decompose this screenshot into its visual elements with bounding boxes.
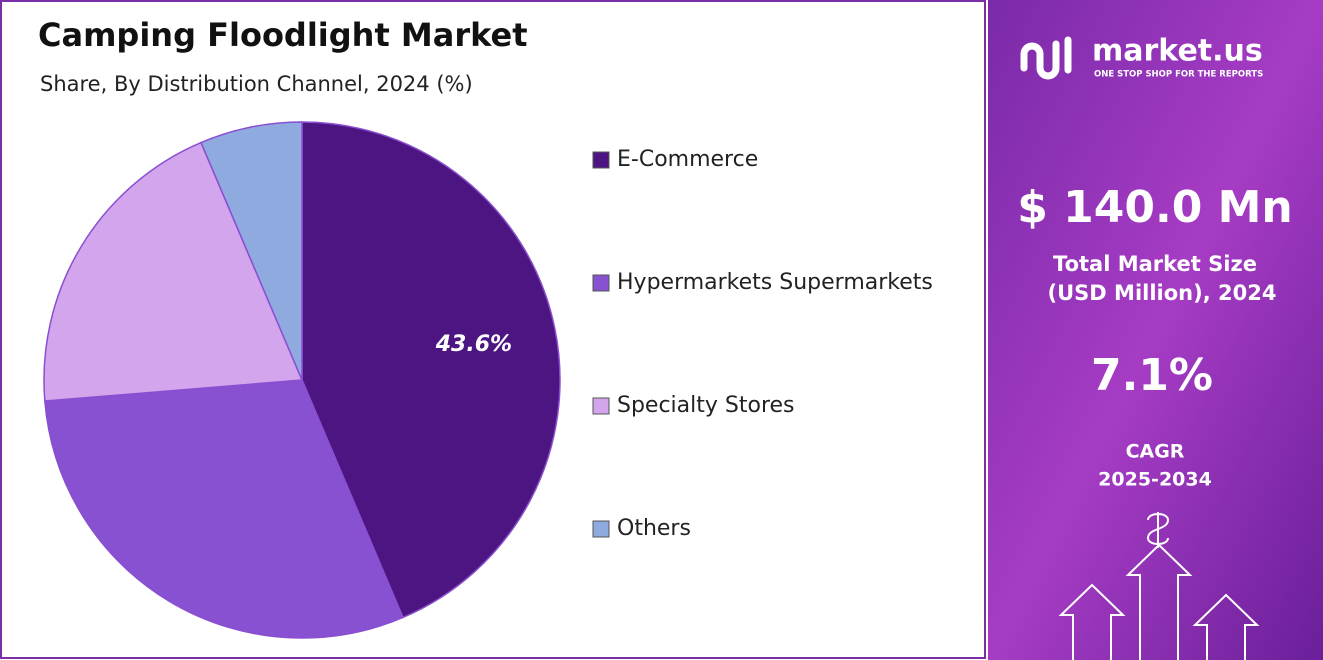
legend-label: Hypermarkets Supermarkets	[617, 270, 933, 295]
side-panel	[988, 0, 1323, 660]
cagr-period: 2025-2034	[1098, 469, 1212, 491]
data-label: 43.6%	[435, 332, 512, 357]
cagr-value: 7.1%	[1091, 350, 1213, 401]
market-size-label: (USD Million), 2024	[1048, 281, 1277, 305]
legend-swatch	[592, 274, 610, 292]
legend-label: Others	[617, 516, 691, 541]
pie-slice	[44, 379, 404, 639]
pie-slice	[43, 141, 304, 402]
pie: 43.6%	[43, 121, 561, 639]
chart-subtitle: Share, By Distribution Channel, 2024 (%)	[40, 72, 473, 96]
logo-icon	[1020, 36, 1072, 80]
brand: market.us	[1092, 34, 1263, 69]
market-size-label: Total Market Size	[1053, 252, 1257, 276]
chart-title: Camping Floodlight Market	[38, 16, 528, 54]
market-size: $ 140.0 Mn	[1017, 182, 1293, 233]
legend-label: Specialty Stores	[617, 393, 795, 418]
growth-arrows	[1058, 512, 1260, 660]
pie-slice	[200, 121, 303, 381]
legend-swatch	[592, 151, 610, 169]
legend-label: E-Commerce	[617, 147, 758, 172]
pie-slice	[301, 121, 561, 619]
tagline: ONE STOP SHOP FOR THE REPORTS	[1094, 70, 1263, 80]
legend-swatch	[592, 397, 610, 415]
cagr-label: CAGR	[1126, 441, 1185, 463]
legend-swatch	[592, 520, 610, 538]
legend: E-Commerce Hypermarkets Supermarkets Speci…	[592, 147, 933, 541]
